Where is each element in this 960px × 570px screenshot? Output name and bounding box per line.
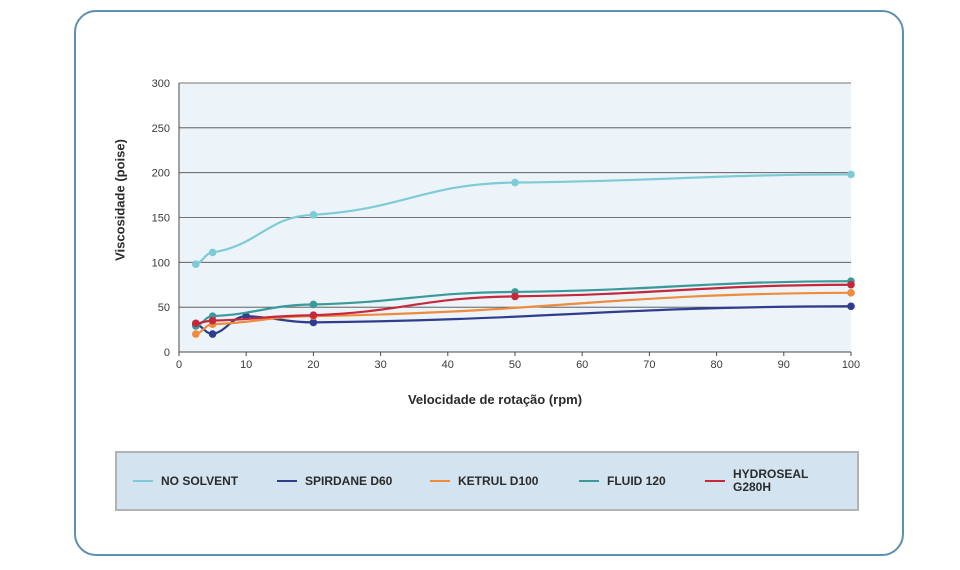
y-tick-label: 250 [152, 123, 170, 135]
data-point-spirdane-d60 [309, 318, 318, 327]
x-tick-label: 0 [176, 359, 182, 371]
data-point-spirdane-d60 [208, 330, 217, 338]
data-point-no-solvent [511, 178, 519, 187]
data-point-no-solvent [192, 260, 200, 268]
x-tick-label: 10 [240, 359, 252, 371]
data-point-no-solvent [208, 248, 217, 257]
x-tick-label: 20 [307, 359, 319, 371]
data-point-spirdane-d60 [847, 302, 855, 311]
y-tick-label: 200 [152, 168, 170, 180]
series-no-solvent [192, 170, 855, 268]
legend-label: SPIRDANE D60 [305, 473, 393, 488]
x-tick-label: 80 [710, 359, 722, 371]
x-tick-label: 70 [643, 359, 655, 371]
x-tick-label: 60 [576, 359, 588, 371]
data-point-hydroseal-g280h [192, 319, 200, 328]
data-point-fluid-120 [309, 300, 318, 309]
legend-item-spirdane-d60: SPIRDANE D60 [277, 453, 392, 509]
legend-swatch [133, 480, 153, 482]
y-axis-label: Viscosidade (poise) [112, 139, 128, 261]
y-tick-label: 300 [152, 78, 170, 90]
legend-label: NO SOLVENT [161, 473, 239, 488]
legend-swatch [430, 480, 450, 482]
legend-item-ketrul-d100: KETRUL D100 [430, 453, 538, 509]
data-point-hydroseal-g280h [847, 280, 855, 289]
data-point-no-solvent [847, 170, 855, 179]
y-tick-label: 100 [152, 257, 170, 269]
legend: NO SOLVENT SPIRDANE D60 KETRUL D100 FLUI… [115, 451, 859, 511]
legend-item-hydroseal-g280h: HYDROSEAL G280H [705, 453, 835, 509]
legend-label: FLUID 120 [607, 473, 666, 488]
data-point-hydroseal-g280h [511, 292, 519, 301]
series-hydroseal-g280h [192, 280, 855, 328]
legend-swatch [705, 480, 725, 482]
x-tick-label: 40 [442, 359, 454, 371]
legend-swatch [579, 480, 599, 482]
legend-swatch [277, 480, 297, 482]
legend-label: KETRUL D100 [458, 473, 539, 488]
legend-item-no-solvent: NO SOLVENT [133, 453, 238, 509]
x-tick-label: 30 [374, 359, 386, 371]
x-axis-label: Velocidade de rotação (rpm) [407, 392, 583, 407]
legend-item-fluid-120: FLUID 120 [579, 453, 666, 509]
legend-label: HYDROSEAL G280H [733, 467, 809, 494]
y-tick-label: 150 [152, 213, 170, 225]
x-tick-label: 50 [509, 359, 521, 371]
x-tick-label: 90 [778, 359, 790, 371]
data-point-ketrul-d100 [192, 330, 200, 338]
data-point-ketrul-d100 [847, 289, 855, 297]
data-point-no-solvent [309, 211, 318, 219]
y-tick-label: 0 [164, 347, 170, 359]
data-point-hydroseal-g280h [309, 311, 318, 320]
y-tick-label: 50 [158, 302, 170, 314]
data-point-hydroseal-g280h [208, 316, 217, 325]
x-tick-label: 100 [842, 359, 860, 371]
